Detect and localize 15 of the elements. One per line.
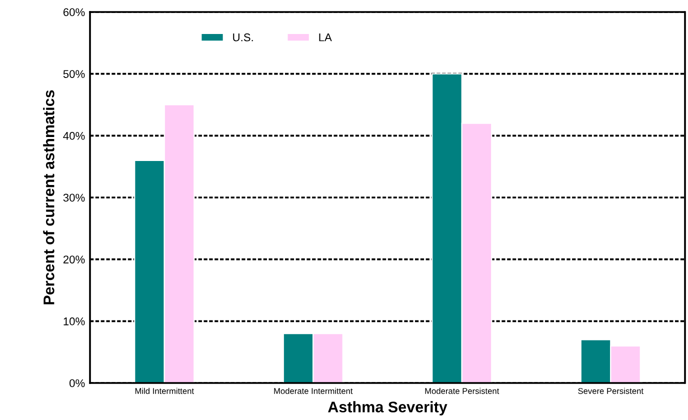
y-axis-title: Percent of current asthmatics	[43, 90, 54, 304]
legend-label: U.S.	[233, 33, 253, 42]
y-tick-label: 60%	[63, 8, 85, 16]
y-tick-label: 0%	[70, 379, 85, 388]
x-axis-title: Asthma Severity	[328, 401, 448, 416]
y-tick-label: 20%	[63, 256, 85, 264]
y-tick-label: 30%	[63, 194, 85, 202]
x-tick-label: Moderate Intermittent	[274, 388, 353, 394]
x-tick-label: Severe Persistent	[578, 388, 644, 394]
legend-label: LA	[319, 34, 332, 42]
x-tick-label: Moderate Persistent	[425, 388, 500, 394]
x-tick-label: Mild Intermittent	[135, 388, 194, 394]
y-tick-label: 50%	[63, 70, 85, 78]
y-tick-label: 10%	[64, 317, 85, 326]
y-tick-label: 40%	[63, 132, 85, 140]
